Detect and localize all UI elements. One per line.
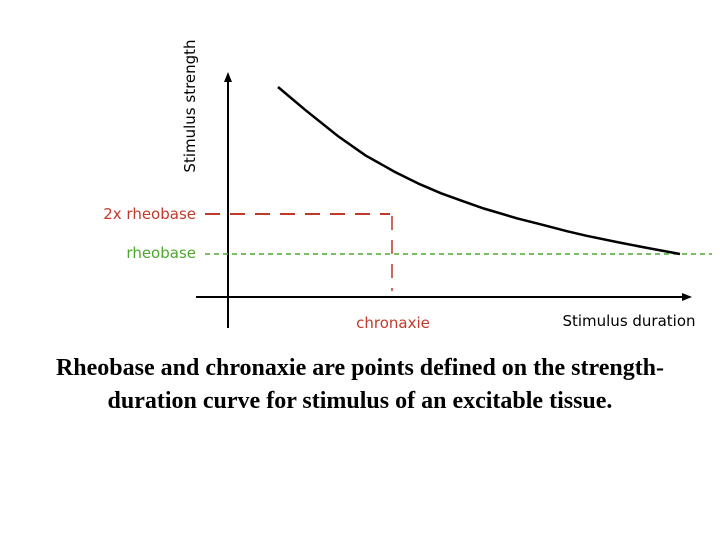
y-axis-label: Stimulus strength — [181, 39, 199, 172]
rheobase-label: rheobase — [126, 244, 196, 262]
strength-duration-curve — [277, 86, 681, 256]
caption: Rheobase and chronaxie are points define… — [55, 355, 665, 414]
strength-duration-diagram: Stimulus strength Stimulus duration 2x r… — [103, 39, 712, 332]
two-x-rheobase-label: 2x rheobase — [103, 205, 196, 223]
x-axis-label: Stimulus duration — [562, 312, 695, 330]
chronaxie-label: chronaxie — [356, 314, 430, 332]
